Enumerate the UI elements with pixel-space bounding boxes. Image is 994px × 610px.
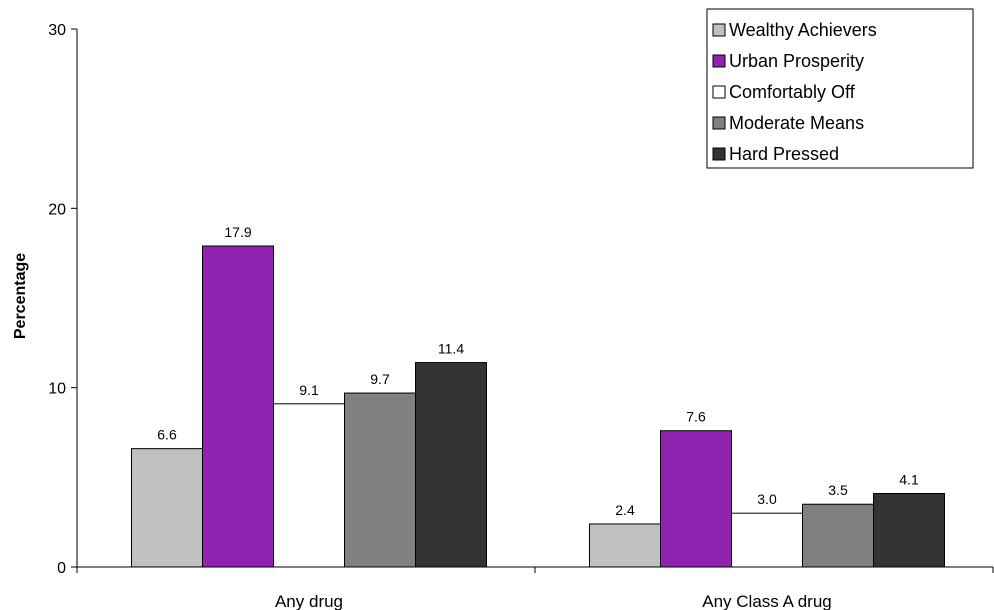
bar-comfortably-off [273, 403, 345, 568]
data-label: 3.0 [757, 491, 777, 507]
y-tick-label: 0 [57, 560, 66, 577]
legend-swatch [712, 23, 726, 37]
y-axis-label: Percentage [12, 253, 29, 339]
legend-swatch [712, 116, 726, 130]
bar-moderate-means [802, 503, 874, 568]
legend-label: Comfortably Off [729, 82, 856, 102]
legend-label: Moderate Means [729, 113, 864, 133]
data-labels-group: 6.6 17.9 9.1 9.7 11.4 2.4 7.6 3.0 3.5 4.1 [157, 224, 919, 518]
data-label: 11.4 [438, 341, 464, 357]
data-label: 4.1 [899, 471, 919, 487]
bar-wealthy-achievers [589, 523, 661, 568]
bars-group [131, 245, 945, 568]
data-label: 7.6 [686, 409, 706, 425]
legend-swatch [712, 85, 726, 99]
data-label: 9.1 [299, 382, 319, 398]
bar-urban-prosperity [202, 245, 274, 568]
bar-comfortably-off [731, 512, 803, 568]
legend-label: Urban Prosperity [729, 51, 864, 71]
data-label: 17.9 [224, 224, 251, 240]
bar-urban-prosperity [660, 430, 732, 568]
legend-swatch [712, 54, 726, 68]
x-category-label: Any drug [275, 592, 343, 610]
bar-wealthy-achievers [131, 448, 203, 568]
legend-label: Wealthy Achievers [729, 20, 877, 40]
y-tick-label: 30 [48, 22, 66, 39]
legend-label: Hard Pressed [729, 144, 839, 164]
legend: Wealthy Achievers Urban Prosperity Comfort… [706, 8, 974, 169]
bar-moderate-means [344, 392, 416, 568]
y-tick-label: 10 [48, 381, 66, 398]
y-ticks-group: 0 10 20 30 [48, 22, 77, 577]
x-category-label: Any Class A drug [702, 592, 831, 610]
data-label: 2.4 [615, 502, 635, 518]
legend-swatch [712, 147, 726, 161]
x-ticks-group: Any drug Any Class A drug [76, 567, 994, 610]
legend-frame [706, 8, 974, 169]
data-label: 6.6 [157, 427, 177, 443]
data-label: 3.5 [828, 482, 848, 498]
data-label: 9.7 [370, 371, 390, 387]
y-tick-label: 20 [48, 201, 66, 218]
bar-hard-pressed [873, 492, 945, 568]
bar-hard-pressed [415, 362, 487, 568]
